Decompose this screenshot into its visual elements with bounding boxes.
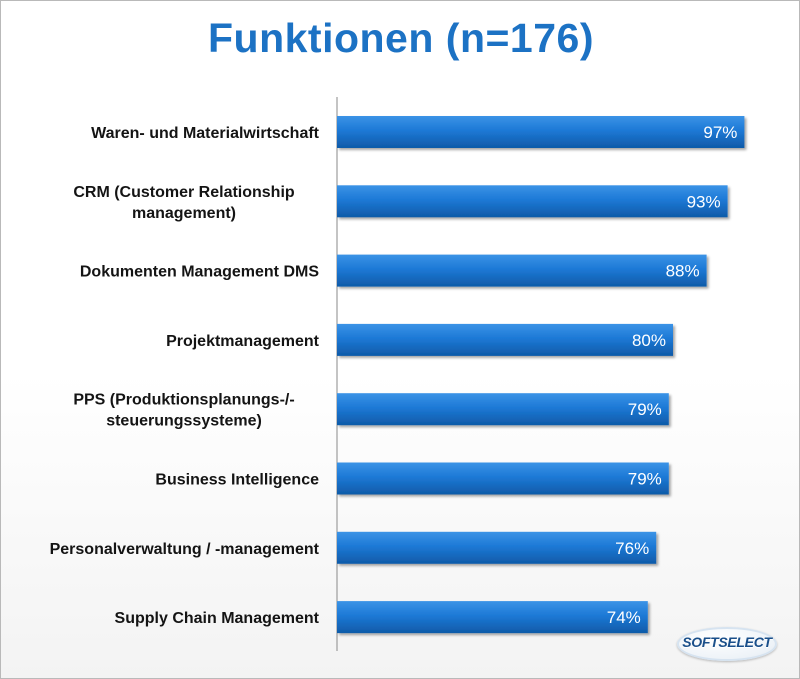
category-label-1-line-0: CRM (Customer Relationship (73, 184, 295, 201)
value-label-5: 79% (628, 470, 662, 489)
category-label-1-line-1: management) (132, 205, 236, 222)
category-label-6-line-0: Personalverwaltung / -management (50, 541, 320, 558)
value-label-2: 88% (666, 262, 700, 281)
softselect-logo: SOFTSELECT (677, 627, 777, 661)
category-label-0-line-0: Waren- und Materialwirtschaft (91, 125, 320, 142)
value-label-6: 76% (615, 539, 649, 558)
value-label-7: 74% (607, 608, 641, 627)
bar-4 (337, 393, 669, 426)
bar-3 (337, 323, 673, 356)
logo-ring (677, 627, 777, 661)
bar-7 (337, 601, 648, 634)
category-label-5-line-0: Business Intelligence (155, 472, 319, 489)
bar-6 (337, 531, 657, 564)
value-label-4: 79% (628, 400, 662, 419)
category-label-7-line-0: Supply Chain Management (115, 610, 320, 627)
category-label-3-line-0: Projektmanagement (166, 333, 320, 350)
chart-title: Funktionen (n=176) (207, 15, 594, 61)
bar-5 (337, 462, 669, 495)
value-label-1: 93% (687, 192, 721, 211)
category-label-2-line-0: Dokumenten Management DMS (80, 264, 319, 281)
bar-1 (337, 185, 728, 218)
value-label-0: 97% (703, 123, 737, 142)
category-label-4-line-1: steuerungssysteme) (106, 413, 262, 430)
logo-text: SOFTSELECT (682, 634, 772, 650)
value-label-3: 80% (632, 331, 666, 350)
category-label-4-line-0: PPS (Produktionsplanungs-/- (73, 392, 294, 409)
bar-2 (337, 254, 707, 287)
bar-0 (337, 116, 745, 148)
